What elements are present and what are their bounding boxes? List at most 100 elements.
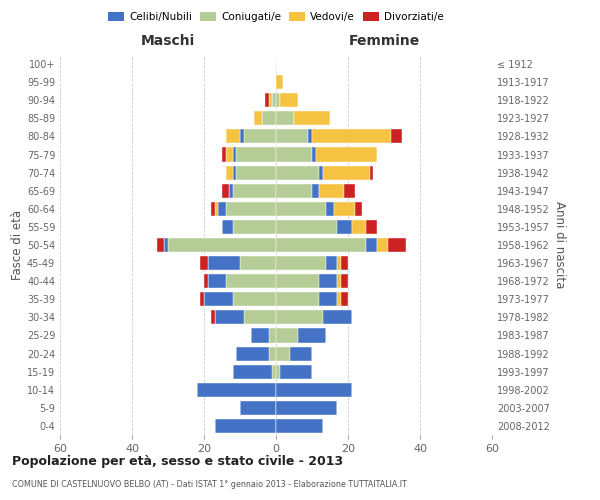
Bar [276,75,283,89]
Bar [337,220,352,234]
Bar [236,148,276,162]
Bar [276,364,280,378]
Bar [377,238,388,252]
Bar [251,328,269,342]
Bar [337,256,341,270]
Bar [366,238,377,252]
Bar [276,256,326,270]
Bar [298,328,326,342]
Bar [157,238,164,252]
Bar [319,274,337,288]
Bar [240,256,276,270]
Bar [272,364,276,378]
Bar [204,274,208,288]
Bar [211,310,215,324]
Bar [215,419,276,433]
Bar [323,166,370,179]
Bar [200,292,204,306]
Bar [276,382,352,397]
Bar [226,148,233,162]
Bar [276,130,308,143]
Text: Maschi: Maschi [141,34,195,48]
Bar [233,166,236,179]
Bar [341,292,348,306]
Bar [319,292,337,306]
Bar [337,292,341,306]
Bar [168,238,276,252]
Bar [355,202,362,216]
Bar [326,202,334,216]
Bar [276,148,312,162]
Bar [204,292,233,306]
Bar [326,256,337,270]
Bar [308,130,312,143]
Y-axis label: Anni di nascita: Anni di nascita [553,202,566,288]
Bar [211,202,215,216]
Bar [233,364,272,378]
Bar [236,166,276,179]
Bar [323,310,352,324]
Bar [276,202,326,216]
Bar [276,274,319,288]
Bar [276,401,337,415]
Bar [229,184,233,198]
Bar [344,184,355,198]
Bar [226,130,240,143]
Bar [276,166,319,179]
Bar [312,184,319,198]
Bar [208,256,240,270]
Bar [197,382,276,397]
Bar [280,364,312,378]
Bar [276,419,323,433]
Bar [280,93,298,108]
Bar [276,292,319,306]
Bar [319,184,344,198]
Bar [272,93,276,108]
Bar [240,401,276,415]
Bar [244,310,276,324]
Bar [276,328,298,342]
Bar [226,274,276,288]
Bar [269,93,272,108]
Text: Popolazione per età, sesso e stato civile - 2013: Popolazione per età, sesso e stato civil… [12,455,343,468]
Bar [164,238,168,252]
Bar [200,256,208,270]
Text: COMUNE DI CASTELNUOVO BELBO (AT) - Dati ISTAT 1° gennaio 2013 - Elaborazione TUT: COMUNE DI CASTELNUOVO BELBO (AT) - Dati … [12,480,407,489]
Bar [334,202,355,216]
Bar [254,112,262,126]
Bar [366,220,377,234]
Bar [276,346,290,360]
Bar [244,130,276,143]
Bar [276,112,294,126]
Bar [276,220,337,234]
Bar [218,202,226,216]
Bar [222,148,226,162]
Bar [276,93,280,108]
Bar [208,274,226,288]
Bar [233,184,276,198]
Bar [341,274,348,288]
Bar [222,220,233,234]
Bar [388,238,406,252]
Bar [294,112,330,126]
Legend: Celibi/Nubili, Coniugati/e, Vedovi/e, Divorziati/e: Celibi/Nubili, Coniugati/e, Vedovi/e, Di… [104,8,448,26]
Bar [269,346,276,360]
Bar [226,166,233,179]
Bar [312,148,316,162]
Bar [352,220,366,234]
Bar [391,130,402,143]
Bar [269,328,276,342]
Bar [319,166,323,179]
Bar [215,310,244,324]
Bar [276,238,366,252]
Bar [236,346,269,360]
Bar [370,166,373,179]
Bar [222,184,229,198]
Bar [215,202,218,216]
Bar [337,274,341,288]
Bar [262,112,276,126]
Text: Femmine: Femmine [349,34,419,48]
Bar [233,220,276,234]
Bar [240,130,244,143]
Y-axis label: Fasce di età: Fasce di età [11,210,24,280]
